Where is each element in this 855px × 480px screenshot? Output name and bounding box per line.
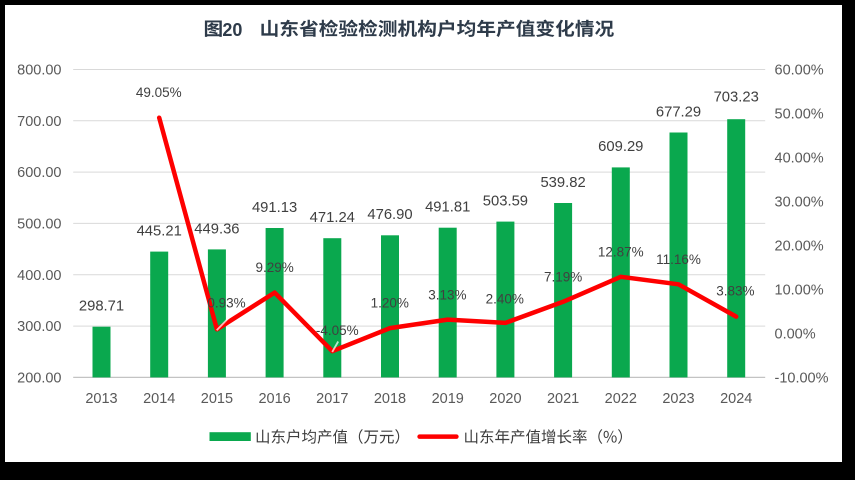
svg-text:2021: 2021 <box>547 391 579 407</box>
svg-text:2.40%: 2.40% <box>486 291 524 306</box>
svg-text:3.83%: 3.83% <box>716 284 754 299</box>
svg-text:0.00%: 0.00% <box>775 326 816 342</box>
svg-text:2022: 2022 <box>605 391 637 407</box>
svg-text:0.93%: 0.93% <box>207 296 245 311</box>
svg-text:500.00: 500.00 <box>17 216 61 232</box>
svg-text:2018: 2018 <box>374 391 406 407</box>
svg-text:40.00%: 40.00% <box>775 151 824 167</box>
svg-text:2023: 2023 <box>662 391 694 407</box>
svg-text:609.29: 609.29 <box>598 139 643 155</box>
svg-text:60.00%: 60.00% <box>775 63 824 79</box>
svg-text:3.13%: 3.13% <box>428 287 466 302</box>
svg-text:677.29: 677.29 <box>656 105 701 121</box>
svg-text:2015: 2015 <box>201 391 233 407</box>
svg-text:49.05%: 49.05% <box>136 85 182 100</box>
svg-text:700.00: 700.00 <box>17 114 61 130</box>
svg-text:491.13: 491.13 <box>252 200 297 216</box>
svg-text:2013: 2013 <box>85 391 117 407</box>
svg-text:2016: 2016 <box>258 391 290 407</box>
svg-text:445.21: 445.21 <box>137 224 182 240</box>
svg-text:400.00: 400.00 <box>17 268 61 284</box>
svg-text:1.20%: 1.20% <box>371 296 409 311</box>
svg-text:10.00%: 10.00% <box>775 283 824 299</box>
svg-text:503.59: 503.59 <box>483 194 528 210</box>
svg-text:2024: 2024 <box>720 391 752 407</box>
svg-text:471.24: 471.24 <box>310 210 355 226</box>
svg-text:9.29%: 9.29% <box>255 260 293 275</box>
svg-text:30.00%: 30.00% <box>775 195 824 211</box>
svg-text:476.90: 476.90 <box>367 207 412 223</box>
svg-text:20.00%: 20.00% <box>775 239 824 255</box>
svg-text:2014: 2014 <box>143 391 175 407</box>
svg-text:-4.05%: -4.05% <box>316 323 359 338</box>
svg-text:2020: 2020 <box>489 391 521 407</box>
svg-text:2019: 2019 <box>432 391 464 407</box>
svg-text:300.00: 300.00 <box>17 319 61 335</box>
svg-text:200.00: 200.00 <box>17 370 61 386</box>
svg-text:298.71: 298.71 <box>79 299 124 315</box>
svg-text:50.00%: 50.00% <box>775 107 824 123</box>
svg-text:600.00: 600.00 <box>17 165 61 181</box>
svg-text:-10.00%: -10.00% <box>775 370 829 386</box>
svg-text:491.81: 491.81 <box>425 200 470 216</box>
svg-text:20: 20 <box>222 20 242 40</box>
svg-text:11.16%: 11.16% <box>656 252 701 267</box>
svg-text:12.87%: 12.87% <box>598 244 644 259</box>
svg-text:449.36: 449.36 <box>194 221 239 237</box>
svg-text:2017: 2017 <box>316 391 348 407</box>
svg-text:800.00: 800.00 <box>17 63 61 79</box>
svg-text:703.23: 703.23 <box>714 90 759 106</box>
svg-text:539.82: 539.82 <box>540 175 585 191</box>
svg-text:7.19%: 7.19% <box>544 269 582 284</box>
